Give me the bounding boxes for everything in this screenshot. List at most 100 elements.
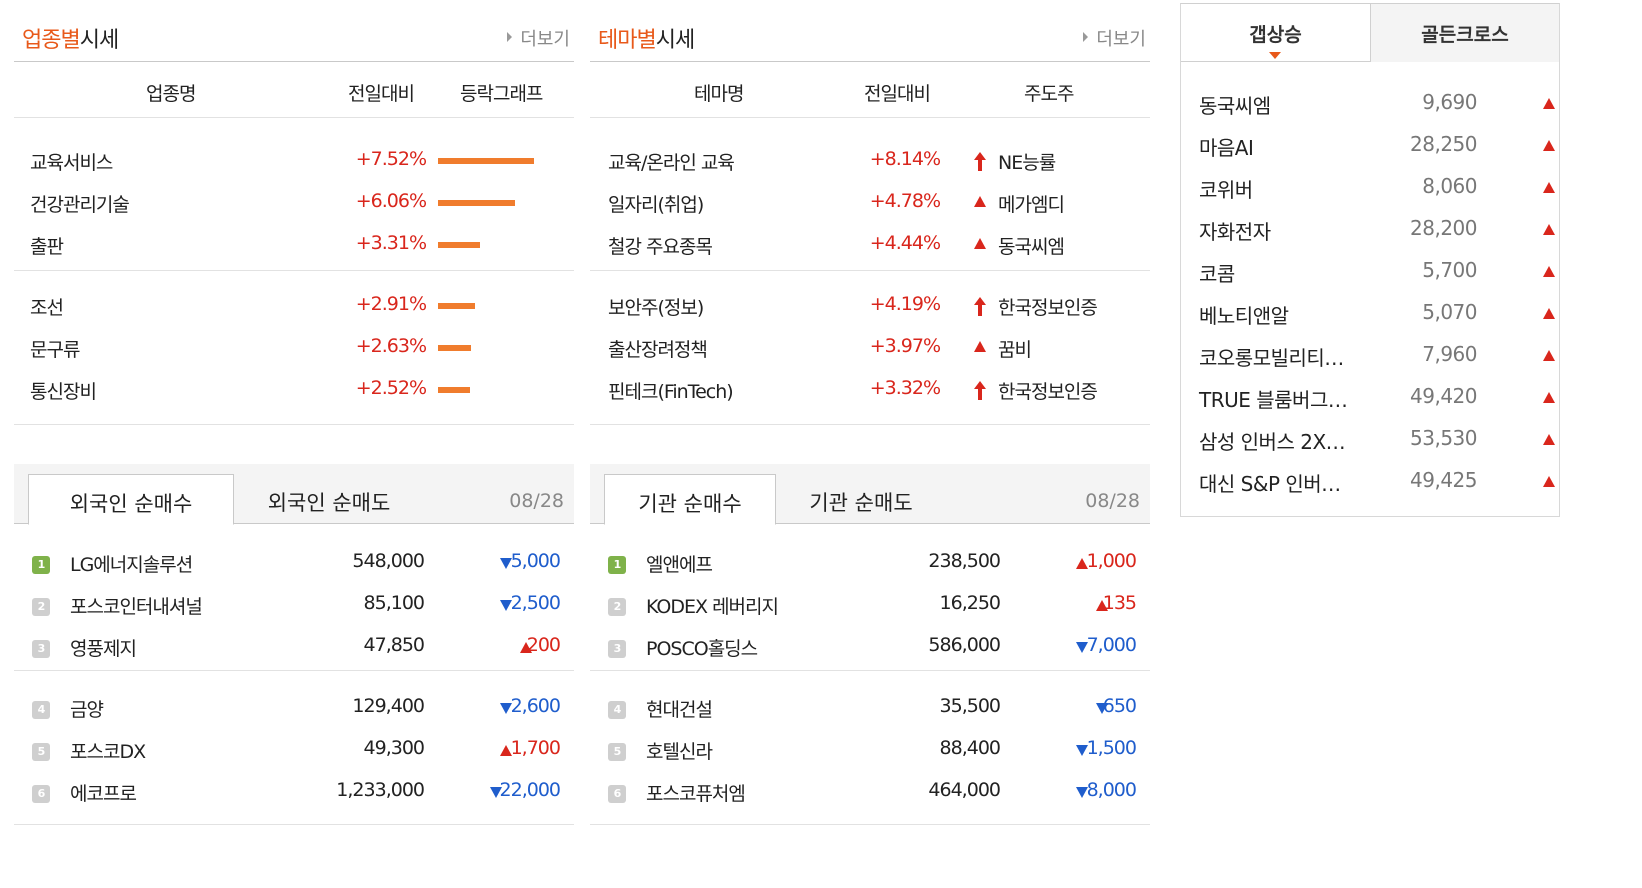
gap-row[interactable]: 코오롱모빌리티… 7,960: [1181, 338, 1559, 370]
stock-name[interactable]: 포스코인터내셔널: [70, 596, 203, 618]
row-divider: [14, 670, 574, 671]
stock-diff: 200: [526, 634, 561, 656]
theme-change: +3.32%: [869, 377, 941, 399]
theme-more-link[interactable]: 더보기: [1083, 25, 1146, 51]
gap-stock-name[interactable]: 대신 S&P 인버…: [1199, 472, 1341, 496]
industry-row[interactable]: 문구류 +2.63%: [14, 331, 574, 361]
industry-name: 조선: [30, 297, 64, 319]
row-divider: [590, 670, 1150, 671]
stock-name[interactable]: 현대건설: [646, 699, 713, 721]
direction-shape: [1076, 558, 1088, 569]
stock-diff: 5,000: [510, 550, 561, 572]
gap-row[interactable]: 코콤 5,700: [1181, 254, 1559, 286]
theme-leader-stock[interactable]: 동국씨엠: [998, 236, 1065, 258]
gap-row[interactable]: 대신 S&P 인버… 49,425: [1181, 464, 1559, 496]
theme-change: +3.97%: [869, 335, 941, 357]
row-divider: [590, 270, 1150, 271]
rank-number: 1: [32, 556, 50, 574]
gap-row[interactable]: TRUE 블룸버그… 49,420: [1181, 380, 1559, 412]
gap-stock-name[interactable]: 삼성 인버스 2X…: [1199, 430, 1346, 454]
gap-stock-name[interactable]: 자화전자: [1199, 220, 1271, 244]
industry-change: +3.31%: [355, 232, 427, 254]
tab-gap-up[interactable]: 갭상승: [1181, 4, 1370, 62]
stock-name[interactable]: LG에너지솔루션: [70, 554, 193, 576]
theme-leader-stock[interactable]: NE능률: [998, 152, 1056, 174]
foreign-tabs: 외국인 순매수 외국인 순매도 08/28: [14, 464, 574, 525]
stock-name[interactable]: KODEX 레버리지: [646, 596, 779, 618]
industry-more-link[interactable]: 더보기: [507, 25, 570, 51]
stock-diff: 650: [1102, 695, 1137, 717]
direction-shape: [520, 642, 532, 653]
stock-row[interactable]: 4 현대건설 35,500 650: [590, 691, 1150, 721]
stock-diff: 1,000: [1086, 550, 1137, 572]
theme-row[interactable]: 출산장려정책 +3.97% 꿈비: [590, 331, 1150, 361]
tab-golden-cross[interactable]: 골든크로스: [1370, 4, 1559, 62]
stock-name[interactable]: 금양: [70, 699, 104, 721]
stock-price: 85,100: [363, 592, 425, 614]
stock-row[interactable]: 6 포스코퓨처엠 464,000 8,000: [590, 775, 1150, 805]
direction-shape: [1543, 182, 1555, 193]
stock-row[interactable]: 3 POSCO홀딩스 586,000 7,000: [590, 630, 1150, 660]
stock-name[interactable]: 호텔신라: [646, 741, 713, 763]
stock-name[interactable]: 포스코DX: [70, 741, 146, 763]
gap-stock-name[interactable]: 코위버: [1199, 178, 1253, 202]
theme-row[interactable]: 교육/온라인 교육 +8.14% NE능률: [590, 144, 1150, 174]
stock-name[interactable]: 엘앤에프: [646, 554, 713, 576]
stock-row[interactable]: 6 에코프로 1,233,000 22,000: [14, 775, 574, 805]
gap-stock-price: 7,960: [1422, 342, 1477, 366]
tab-foreign-net-sell[interactable]: 외국인 순매도: [267, 491, 391, 515]
direction-shape: [500, 600, 512, 611]
theme-row[interactable]: 보안주(정보) +4.19% 한국정보인증: [590, 289, 1150, 319]
direction-shape: [1543, 434, 1555, 445]
theme-leader-stock[interactable]: 한국정보인증: [998, 381, 1098, 403]
col-leader: 주도주: [1024, 83, 1074, 105]
direction-shape: [500, 558, 512, 569]
stock-row[interactable]: 4 금양 129,400 2,600: [14, 691, 574, 721]
industry-row[interactable]: 건강관리기술 +6.06%: [14, 186, 574, 216]
industry-row[interactable]: 교육서비스 +7.52%: [14, 144, 574, 174]
rank-number: 3: [32, 640, 50, 658]
gap-stock-name[interactable]: 코콤: [1199, 262, 1235, 286]
stock-row[interactable]: 2 KODEX 레버리지 16,250 135: [590, 588, 1150, 618]
direction-shape: [1543, 266, 1555, 277]
gap-row[interactable]: 동국씨엠 9,690: [1181, 86, 1559, 118]
theme-row[interactable]: 핀테크(FinTech) +3.32% 한국정보인증: [590, 373, 1150, 403]
gap-stock-name[interactable]: 베노티앤알: [1199, 304, 1289, 328]
stock-row[interactable]: 3 영풍제지 47,850 200: [14, 630, 574, 660]
theme-row[interactable]: 철강 주요종목 +4.44% 동국씨엠: [590, 228, 1150, 258]
direction-shape: [1076, 787, 1088, 798]
industry-row[interactable]: 조선 +2.91%: [14, 289, 574, 319]
theme-table-header: 테마명 전일대비 주도주: [590, 62, 1150, 118]
industry-name: 통신장비: [30, 381, 97, 403]
stock-name[interactable]: POSCO홀딩스: [646, 638, 758, 660]
stock-price: 35,500: [939, 695, 1001, 717]
theme-leader-stock[interactable]: 한국정보인증: [998, 297, 1098, 319]
gap-stock-name[interactable]: TRUE 블룸버그…: [1199, 388, 1348, 412]
gap-row[interactable]: 마음AI 28,250: [1181, 128, 1559, 160]
stock-row[interactable]: 2 포스코인터내셔널 85,100 2,500: [14, 588, 574, 618]
tab-foreign-net-buy[interactable]: 외국인 순매수: [28, 474, 234, 525]
direction-shape: [1543, 476, 1555, 487]
theme-name: 철강 주요종목: [608, 236, 713, 258]
gap-row[interactable]: 코위버 8,060: [1181, 170, 1559, 202]
tab-institution-net-buy[interactable]: 기관 순매수: [604, 474, 776, 525]
industry-row[interactable]: 통신장비 +2.52%: [14, 373, 574, 403]
stock-name[interactable]: 에코프로: [70, 783, 137, 805]
stock-name[interactable]: 영풍제지: [70, 638, 137, 660]
stock-row[interactable]: 1 엘앤에프 238,500 1,000: [590, 546, 1150, 576]
stock-row[interactable]: 5 포스코DX 49,300 1,700: [14, 733, 574, 763]
industry-row[interactable]: 출판 +3.31%: [14, 228, 574, 258]
gap-row[interactable]: 자화전자 28,200: [1181, 212, 1559, 244]
tab-institution-net-sell[interactable]: 기관 순매도: [809, 491, 913, 515]
theme-leader-stock[interactable]: 꿈비: [998, 339, 1032, 361]
gap-stock-name[interactable]: 마음AI: [1199, 136, 1254, 160]
gap-stock-name[interactable]: 동국씨엠: [1199, 94, 1271, 118]
gap-row[interactable]: 삼성 인버스 2X… 53,530: [1181, 422, 1559, 454]
gap-row[interactable]: 베노티앤알 5,070: [1181, 296, 1559, 328]
stock-row[interactable]: 1 LG에너지솔루션 548,000 5,000: [14, 546, 574, 576]
stock-name[interactable]: 포스코퓨처엠: [646, 783, 746, 805]
theme-row[interactable]: 일자리(취업) +4.78% 메가엠디: [590, 186, 1150, 216]
stock-row[interactable]: 5 호텔신라 88,400 1,500: [590, 733, 1150, 763]
theme-leader-stock[interactable]: 메가엠디: [998, 194, 1065, 216]
gap-stock-name[interactable]: 코오롱모빌리티…: [1199, 346, 1344, 370]
